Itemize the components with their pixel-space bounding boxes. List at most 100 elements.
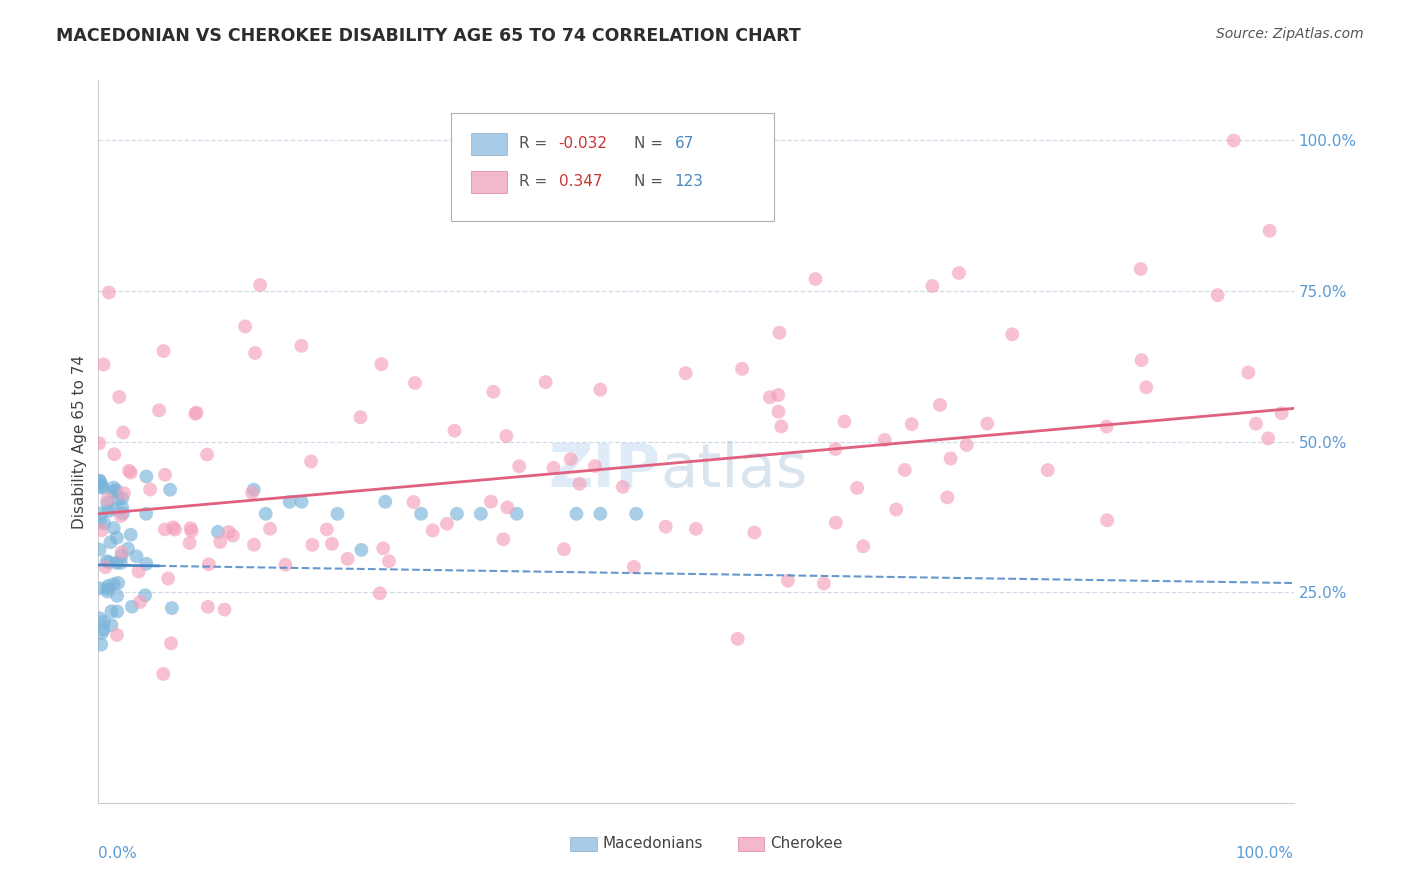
Text: 67: 67 bbox=[675, 136, 693, 151]
Point bbox=[768, 388, 790, 402]
Point bbox=[543, 461, 565, 475]
Point bbox=[120, 527, 142, 541]
Point bbox=[349, 410, 371, 425]
Point bbox=[214, 602, 236, 616]
Text: 0.0%: 0.0% bbox=[98, 847, 138, 861]
Point bbox=[90, 477, 112, 491]
Point bbox=[846, 481, 869, 495]
Point bbox=[1001, 327, 1024, 342]
Point bbox=[89, 515, 111, 529]
Point bbox=[565, 507, 588, 521]
Point bbox=[446, 507, 468, 521]
Point bbox=[91, 481, 114, 495]
Point bbox=[336, 552, 359, 566]
Point bbox=[120, 466, 142, 480]
Point bbox=[148, 403, 170, 417]
Point bbox=[568, 476, 591, 491]
Text: R =: R = bbox=[519, 174, 547, 189]
Point bbox=[496, 500, 519, 515]
Text: 100.0%: 100.0% bbox=[1236, 847, 1294, 861]
Point bbox=[685, 522, 707, 536]
Point bbox=[804, 272, 827, 286]
Point bbox=[560, 452, 582, 467]
Point bbox=[108, 390, 131, 404]
Point bbox=[744, 525, 766, 540]
Point bbox=[553, 542, 575, 557]
Point bbox=[378, 554, 401, 568]
Point bbox=[492, 533, 515, 547]
Point bbox=[152, 343, 174, 358]
Point bbox=[1206, 288, 1229, 302]
Point bbox=[110, 549, 132, 563]
Text: -0.032: -0.032 bbox=[558, 136, 607, 151]
Point bbox=[479, 494, 502, 508]
Point bbox=[482, 384, 505, 399]
Point bbox=[470, 507, 492, 521]
Point bbox=[100, 618, 122, 632]
Point bbox=[222, 528, 245, 542]
Point bbox=[495, 429, 517, 443]
Point bbox=[233, 319, 256, 334]
Point bbox=[160, 601, 183, 615]
Point bbox=[326, 507, 349, 521]
Point bbox=[824, 516, 846, 530]
Point bbox=[834, 415, 856, 429]
Point bbox=[768, 405, 790, 419]
Point bbox=[160, 636, 183, 650]
Point bbox=[96, 554, 118, 568]
Point bbox=[1258, 224, 1281, 238]
Point bbox=[107, 576, 129, 591]
Text: atlas: atlas bbox=[661, 441, 807, 500]
Point bbox=[759, 390, 782, 404]
FancyBboxPatch shape bbox=[471, 171, 508, 193]
Point bbox=[884, 502, 907, 516]
Point bbox=[90, 480, 112, 494]
Point bbox=[180, 524, 202, 538]
Point bbox=[1095, 513, 1118, 527]
Point bbox=[112, 425, 135, 440]
Point bbox=[89, 611, 111, 625]
Point bbox=[373, 541, 395, 556]
Point bbox=[98, 285, 121, 300]
Point bbox=[179, 536, 201, 550]
Point bbox=[770, 419, 793, 434]
Point bbox=[89, 475, 111, 489]
Point bbox=[894, 463, 917, 477]
Point bbox=[96, 492, 118, 507]
Point bbox=[111, 507, 134, 521]
Point bbox=[105, 531, 128, 545]
Point bbox=[93, 358, 115, 372]
Point bbox=[104, 502, 127, 516]
Point bbox=[508, 459, 530, 474]
Point bbox=[218, 524, 240, 539]
Text: ZIP: ZIP bbox=[548, 441, 661, 500]
Point bbox=[404, 376, 426, 390]
Point bbox=[128, 565, 150, 579]
Point bbox=[105, 483, 128, 497]
Point bbox=[402, 495, 425, 509]
Point bbox=[152, 667, 174, 681]
Point bbox=[1095, 419, 1118, 434]
Point bbox=[1257, 431, 1279, 445]
Point bbox=[1271, 406, 1294, 420]
Point bbox=[243, 483, 266, 497]
Point bbox=[107, 491, 129, 506]
Point bbox=[936, 491, 959, 505]
Text: MACEDONIAN VS CHEROKEE DISABILITY AGE 65 TO 74 CORRELATION CHART: MACEDONIAN VS CHEROKEE DISABILITY AGE 65… bbox=[56, 27, 801, 45]
Point bbox=[157, 572, 180, 586]
Point bbox=[623, 560, 645, 574]
Point bbox=[186, 406, 208, 420]
Point bbox=[243, 346, 266, 360]
Point bbox=[184, 407, 207, 421]
Point bbox=[929, 398, 952, 412]
Point bbox=[1135, 380, 1157, 394]
Point bbox=[589, 507, 612, 521]
Point bbox=[139, 483, 162, 497]
Point bbox=[103, 447, 125, 461]
Point bbox=[97, 579, 120, 593]
Point bbox=[103, 521, 125, 535]
Point bbox=[299, 454, 322, 468]
Point bbox=[675, 366, 697, 380]
Point bbox=[422, 524, 444, 538]
Point bbox=[93, 516, 115, 531]
